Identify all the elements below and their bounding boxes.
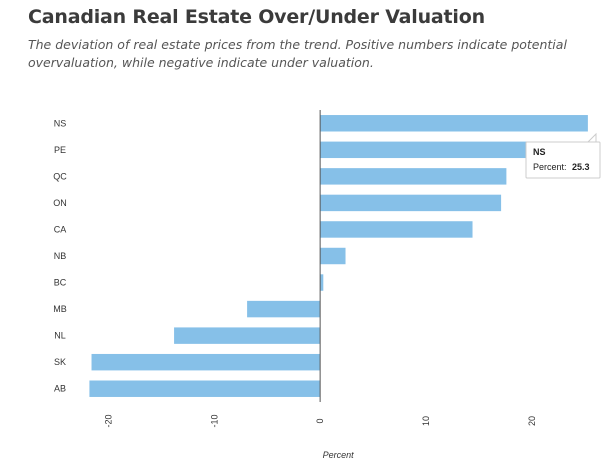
tooltip-value: 25.3 xyxy=(572,162,590,172)
x-tick-label: -20 xyxy=(103,414,113,427)
x-tick-label: 0 xyxy=(315,418,325,423)
bar-nl[interactable] xyxy=(174,327,321,344)
bar-mb[interactable] xyxy=(247,300,321,318)
category-label-nl: NL xyxy=(54,331,66,341)
chart-title: Canadian Real Estate Over/Under Valuatio… xyxy=(28,6,485,28)
bars xyxy=(89,115,588,397)
category-label-on: ON xyxy=(53,198,67,208)
tooltip-pointer xyxy=(586,132,597,143)
category-label-qc: QC xyxy=(53,171,67,181)
bar-ab[interactable] xyxy=(89,380,321,397)
bar-pe[interactable] xyxy=(320,141,534,159)
category-labels: NS PE QC ON CA NB BC MB NL SK AB xyxy=(53,118,67,393)
category-label-mb: MB xyxy=(53,304,67,314)
x-tick-label: -10 xyxy=(209,414,219,427)
tooltip-value-text: Percent: 25.3 xyxy=(533,162,590,172)
category-label-ca: CA xyxy=(54,224,67,234)
tooltip-label: Percent: xyxy=(533,162,567,172)
category-label-bc: BC xyxy=(54,278,67,288)
category-label-ns: NS xyxy=(54,118,67,128)
x-tick-label: 20 xyxy=(527,416,537,426)
category-label-ab: AB xyxy=(54,384,66,394)
x-axis-label: Percent xyxy=(323,450,355,460)
bar-nb[interactable] xyxy=(320,247,346,265)
category-label-pe: PE xyxy=(54,145,66,155)
category-label-sk: SK xyxy=(54,357,66,367)
chart-subtitle: The deviation of real estate prices from… xyxy=(28,37,567,70)
bar-ca[interactable] xyxy=(320,221,473,238)
bar-sk[interactable] xyxy=(91,353,321,371)
bar-qc[interactable] xyxy=(320,168,507,185)
bar-on[interactable] xyxy=(320,194,502,212)
x-axis: -20 -10 0 10 20 xyxy=(103,110,537,428)
bar-ns[interactable] xyxy=(320,115,588,132)
bar-bc[interactable] xyxy=(320,274,324,291)
tooltip-category: NS xyxy=(533,147,546,157)
x-tick-label: 10 xyxy=(421,416,431,426)
category-label-nb: NB xyxy=(54,251,67,261)
tooltip: NS Percent: 25.3 xyxy=(525,132,601,179)
tooltip-box xyxy=(525,141,601,179)
